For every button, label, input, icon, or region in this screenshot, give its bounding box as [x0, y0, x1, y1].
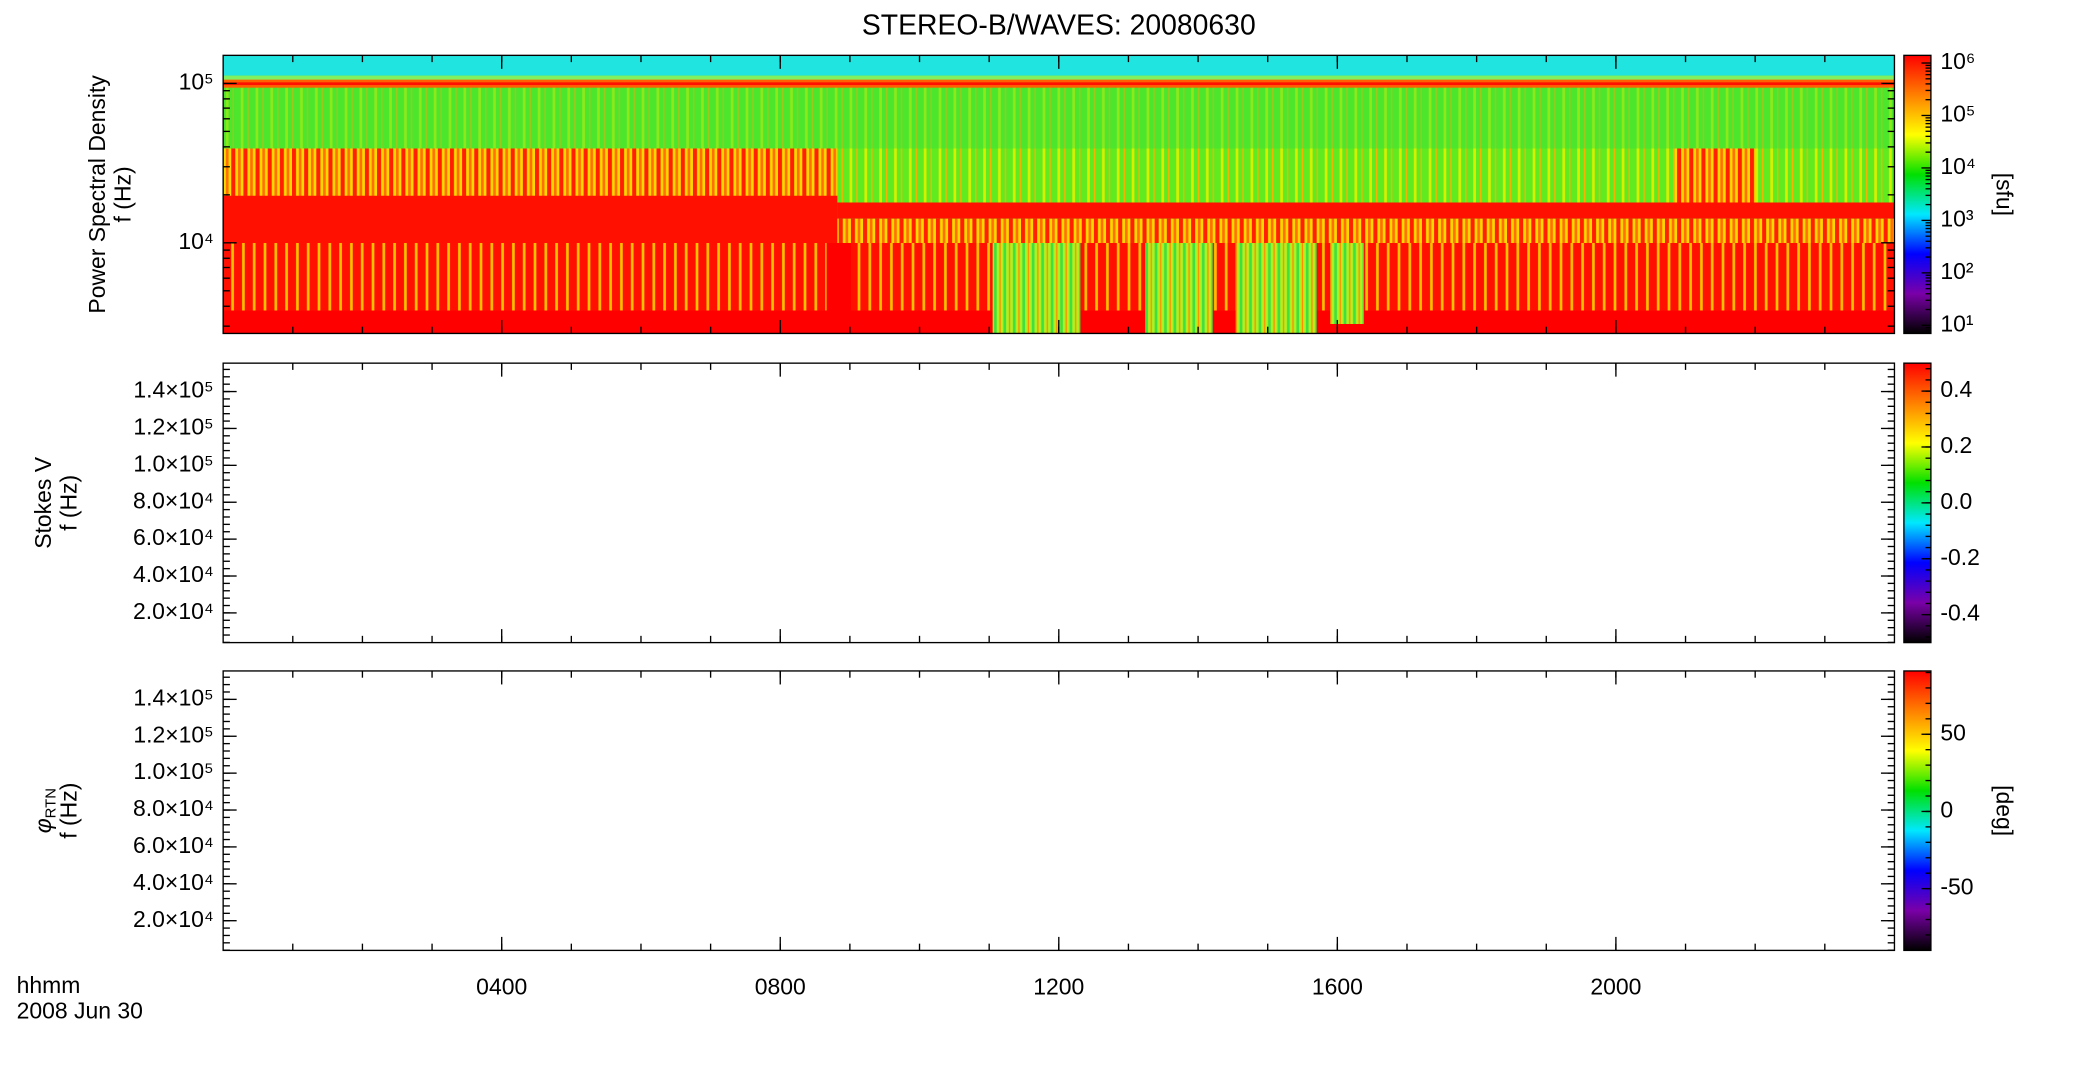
y-axis-label: f (Hz) [56, 475, 82, 531]
colorbar-tick-label: 10² [1940, 258, 1974, 284]
chart-title: STEREO-B/WAVES: 20080630 [862, 9, 1256, 41]
x-tick-label: 1600 [1312, 973, 1363, 999]
y-tick-label: 1.2×10⁵ [133, 414, 213, 440]
plot-frame [222, 670, 1896, 952]
y-tick-label: 6.0×10⁴ [133, 524, 214, 550]
x-tick-label: 1200 [1033, 973, 1084, 999]
y-label-subscript: RTN [44, 788, 60, 818]
colorbar-label: [sfu] [1991, 173, 2017, 216]
colorbar [1903, 670, 1932, 952]
colorbar-tick-label: 50 [1940, 719, 1966, 745]
x-tick-label: 0800 [755, 973, 806, 999]
colorbar-tick-label: 0.0 [1940, 488, 1972, 514]
y-tick-label: 2.0×10⁴ [133, 906, 214, 932]
y-label-symbol: φ [30, 818, 56, 833]
y-tick-label: 10⁴ [178, 228, 213, 254]
colorbar-tick-label: 10⁵ [1940, 101, 1975, 127]
colorbar-tick-label: -50 [1940, 874, 1973, 900]
plot-frame [222, 362, 1896, 644]
y-tick-label: 1.4×10⁵ [133, 684, 213, 710]
colorbar-tick-label: 0.2 [1940, 432, 1972, 458]
colorbar [1903, 54, 1932, 335]
y-tick-label: 10⁵ [179, 68, 214, 94]
y-tick-label: 1.2×10⁵ [133, 721, 213, 747]
colorbar-tick-label: 10⁶ [1940, 48, 1975, 74]
y-tick-label: 1.4×10⁵ [133, 377, 213, 403]
y-axis-label: Power Spectral Density [84, 75, 110, 314]
x-axis-label: hhmm [17, 972, 81, 998]
y-tick-label: 1.0×10⁵ [133, 758, 213, 784]
y-tick-label: 4.0×10⁴ [133, 561, 214, 587]
x-axis-date: 2008 Jun 30 [17, 998, 143, 1024]
x-tick-label: 2000 [1590, 973, 1641, 999]
spectrogram-image [223, 55, 1895, 334]
colorbar-tick-label: 10⁴ [1940, 153, 1975, 179]
colorbar-tick-label: 0 [1940, 797, 1953, 823]
colorbar-tick-label: 10¹ [1940, 310, 1974, 336]
y-tick-label: 1.0×10⁵ [133, 450, 213, 476]
y-axis-label: f (Hz) [110, 166, 136, 222]
colorbar-tick-label: -0.4 [1940, 600, 1980, 626]
colorbar-tick-label: -0.2 [1940, 544, 1980, 570]
colorbar-tick-label: 10³ [1940, 205, 1974, 231]
y-tick-label: 6.0×10⁴ [133, 832, 214, 858]
y-tick-label: 2.0×10⁴ [133, 598, 214, 624]
x-tick-label: 0400 [476, 973, 527, 999]
y-axis-label: Stokes V [30, 456, 56, 548]
y-tick-label: 8.0×10⁴ [133, 795, 214, 821]
colorbar-label: [deg] [1991, 785, 2017, 836]
y-axis-label: φRTN [30, 788, 60, 833]
y-tick-label: 4.0×10⁴ [133, 869, 214, 895]
colorbar-tick-label: 0.4 [1940, 376, 1972, 402]
y-tick-label: 8.0×10⁴ [133, 487, 214, 513]
y-axis-label: f (Hz) [56, 783, 82, 839]
